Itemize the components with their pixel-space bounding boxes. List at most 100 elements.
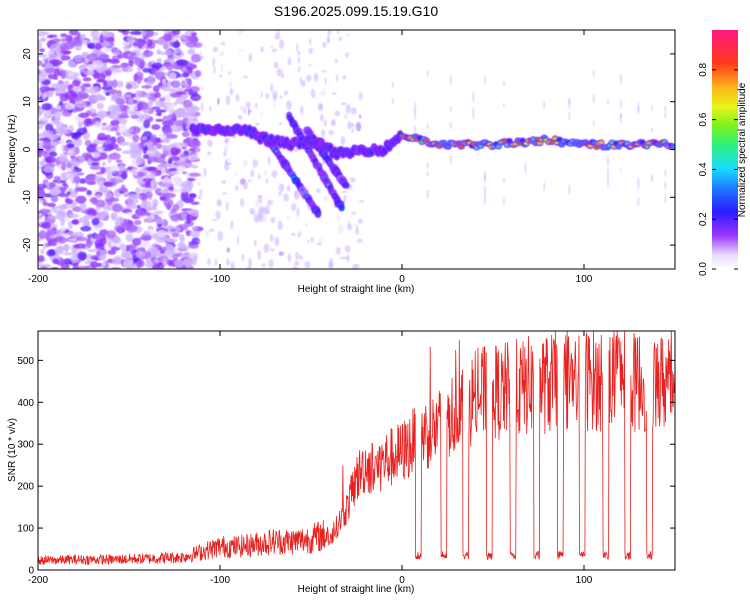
heatmap-cell xyxy=(44,67,56,74)
heatmap-cell xyxy=(40,248,45,255)
heatmap-cell xyxy=(267,199,274,206)
heatmap-cell xyxy=(458,145,465,149)
heatmap-cell xyxy=(118,141,131,146)
y-tick-label: 0 xyxy=(22,146,33,152)
heatmap-cell xyxy=(136,176,146,186)
heatmap-cell xyxy=(226,158,232,161)
heatmap-cell xyxy=(39,208,51,214)
heatmap-cell xyxy=(230,261,235,269)
heatmap-cell xyxy=(110,246,121,251)
heatmap-cell xyxy=(146,77,155,87)
heatmap-cell xyxy=(289,150,294,155)
heatmap-cell xyxy=(147,156,159,163)
heatmap-cell xyxy=(65,198,73,205)
heatmap-cell xyxy=(255,102,258,109)
heatmap-cell xyxy=(125,233,134,242)
heatmap-cell xyxy=(103,181,114,188)
heatmap-cell xyxy=(41,37,47,42)
heatmap-cell xyxy=(133,220,142,226)
heatmap-cell xyxy=(271,169,278,178)
heatmap-cell xyxy=(75,236,88,242)
heatmap-cell xyxy=(59,179,67,184)
heatmap-cell xyxy=(63,50,71,55)
heatmap-cell xyxy=(49,52,56,59)
heatmap-cell xyxy=(607,155,610,168)
heatmap-cell xyxy=(607,99,610,106)
heatmap-cell xyxy=(146,38,153,48)
heatmap-cell xyxy=(295,251,300,260)
heatmap-cell xyxy=(297,51,301,56)
heatmap-cell xyxy=(155,71,166,81)
heatmap-cell xyxy=(299,105,304,115)
heatmap-cell xyxy=(188,243,199,249)
heatmap-cell xyxy=(53,175,62,181)
heatmap-cell xyxy=(71,219,80,225)
heatmap-cell xyxy=(139,239,151,249)
heatmap-cell xyxy=(98,53,109,62)
heatmap-cell xyxy=(68,60,76,68)
heatmap-cell xyxy=(568,184,571,195)
heatmap-cell xyxy=(38,261,42,269)
heatmap-cell xyxy=(155,109,167,113)
heatmap-cell xyxy=(191,251,198,257)
heatmap-cell xyxy=(116,126,128,134)
heatmap-cell xyxy=(128,97,134,105)
heatmap-cell xyxy=(140,114,151,120)
heatmap-cell xyxy=(315,188,321,193)
heatmap-cell xyxy=(199,174,202,178)
heatmap-cell xyxy=(77,251,88,261)
heatmap-cell xyxy=(209,106,212,112)
heatmap-cell xyxy=(38,73,47,82)
heatmap-cell xyxy=(83,214,95,220)
heatmap-cell xyxy=(307,239,310,243)
heatmap-cell xyxy=(38,183,47,190)
heatmap-cell xyxy=(63,216,70,222)
heatmap-cell xyxy=(193,116,198,121)
heatmap-cell xyxy=(245,101,251,109)
heatmap-cell xyxy=(46,231,57,236)
heatmap-cell xyxy=(83,69,95,76)
heatmap-cell xyxy=(72,41,83,47)
heatmap-cell xyxy=(226,247,231,253)
heatmap-cell xyxy=(38,191,47,198)
heatmap-cell xyxy=(568,98,571,104)
heatmap-cell xyxy=(81,57,86,63)
heatmap-cell xyxy=(107,249,117,255)
heatmap-cell xyxy=(189,230,201,238)
heatmap-cell xyxy=(69,238,78,242)
colorbar-ticks: 0.0 0.2 0.4 0.6 0.8 xyxy=(698,62,738,276)
heatmap-cell xyxy=(318,104,323,109)
y-tick-label: -20 xyxy=(22,237,33,252)
heatmap-cell xyxy=(214,60,217,64)
heatmap-cell xyxy=(278,122,283,126)
heatmap-cell xyxy=(181,131,190,138)
heatmap-cell xyxy=(355,225,359,236)
heatmap-cell xyxy=(190,164,199,169)
heatmap-cell xyxy=(252,159,258,168)
heatmap-y-label: Frequency (Hz) xyxy=(7,115,18,184)
heatmap-cell xyxy=(129,30,142,36)
y-tick-label: 300 xyxy=(17,440,34,451)
heatmap-cell xyxy=(135,157,144,165)
heatmap-cell xyxy=(616,144,621,149)
heatmap-cell xyxy=(298,255,303,261)
heatmap-cell xyxy=(134,90,142,99)
heatmap-cell xyxy=(38,40,43,50)
heatmap-cell xyxy=(84,139,92,147)
heatmap-cell xyxy=(185,230,191,237)
heatmap-cell xyxy=(344,245,351,253)
colorbar-tick-label: 0.4 xyxy=(698,162,709,176)
heatmap-cell xyxy=(177,242,186,249)
heatmap-cell xyxy=(296,207,300,217)
heatmap-cell xyxy=(220,41,226,46)
colorbar-tick-label: 0.8 xyxy=(698,62,709,76)
heatmap-cell xyxy=(314,208,322,218)
heatmap-cell xyxy=(141,31,147,37)
heatmap-cell xyxy=(265,178,269,184)
heatmap-cell xyxy=(351,263,358,269)
heatmap-cell xyxy=(664,112,667,119)
x-tick-label: -100 xyxy=(210,575,230,586)
heatmap-cell xyxy=(108,152,121,160)
heatmap-cell xyxy=(483,184,486,197)
heatmap-cell xyxy=(283,90,289,96)
